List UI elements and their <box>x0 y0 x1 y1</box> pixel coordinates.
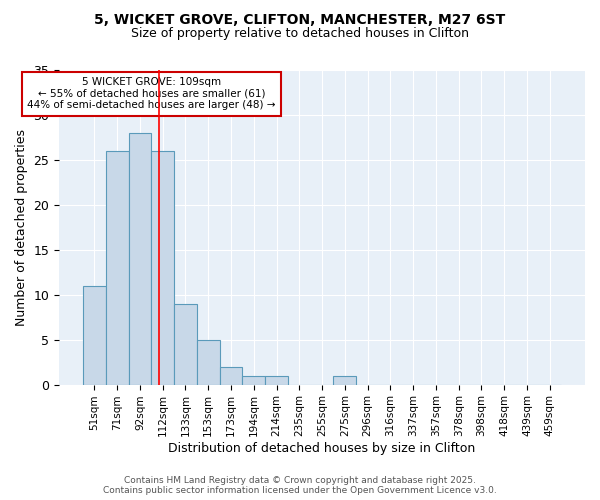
Bar <box>197 340 220 384</box>
Text: Contains HM Land Registry data © Crown copyright and database right 2025.
Contai: Contains HM Land Registry data © Crown c… <box>103 476 497 495</box>
Bar <box>106 151 128 384</box>
Bar <box>174 304 197 384</box>
Y-axis label: Number of detached properties: Number of detached properties <box>15 129 28 326</box>
Bar <box>128 133 151 384</box>
Text: 5, WICKET GROVE, CLIFTON, MANCHESTER, M27 6ST: 5, WICKET GROVE, CLIFTON, MANCHESTER, M2… <box>94 12 506 26</box>
Bar <box>334 376 356 384</box>
Text: 5 WICKET GROVE: 109sqm
← 55% of detached houses are smaller (61)
44% of semi-det: 5 WICKET GROVE: 109sqm ← 55% of detached… <box>27 77 275 110</box>
Bar <box>242 376 265 384</box>
Text: Size of property relative to detached houses in Clifton: Size of property relative to detached ho… <box>131 28 469 40</box>
Bar <box>83 286 106 384</box>
Bar <box>151 151 174 384</box>
X-axis label: Distribution of detached houses by size in Clifton: Distribution of detached houses by size … <box>169 442 476 455</box>
Bar <box>265 376 288 384</box>
Bar <box>220 366 242 384</box>
